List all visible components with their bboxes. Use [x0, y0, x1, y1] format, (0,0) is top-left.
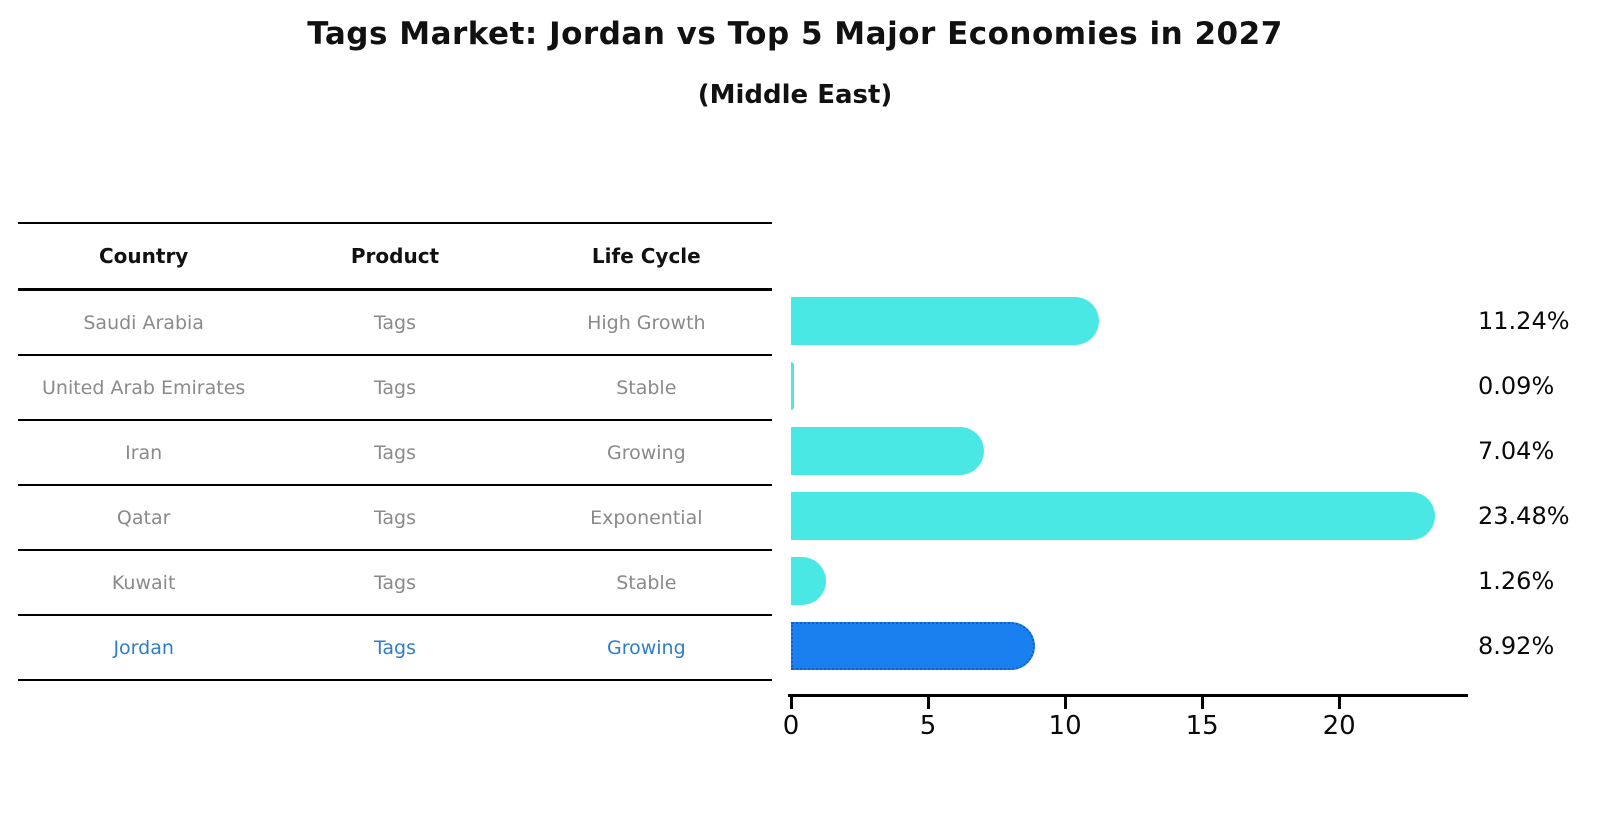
table-row: Kuwait Tags Stable [18, 551, 772, 616]
cell-product: Tags [373, 571, 417, 594]
value-label-qatar: 23.48% [1478, 501, 1570, 530]
cell-product: Tags [373, 636, 417, 659]
cell-country: Kuwait [111, 571, 176, 594]
x-tick-label-5: 5 [919, 711, 937, 741]
x-tick-mark-20 [1337, 697, 1341, 709]
cell-product: Tags [373, 441, 417, 464]
table-row: Iran Tags Growing [18, 421, 772, 486]
cell-country: Qatar [116, 506, 171, 529]
cell-life-cycle: Growing [606, 636, 686, 659]
x-tick-mark-10 [1063, 697, 1067, 709]
value-label-saudi-arabia: 11.24% [1478, 306, 1570, 335]
value-label-united-arab-emirates: 0.09% [1478, 371, 1555, 400]
x-axis-line [788, 694, 1468, 697]
column-header-life-cycle: Life Cycle [591, 244, 701, 268]
bar-kuwait [791, 556, 826, 605]
table-row: Qatar Tags Exponential [18, 486, 772, 551]
value-label-jordan: 8.92% [1478, 631, 1555, 660]
bar-iran [791, 426, 984, 475]
value-label-iran: 7.04% [1478, 436, 1555, 465]
cell-product: Tags [373, 376, 417, 399]
comparison-table: Country Product Life Cycle Saudi Arabia … [18, 222, 772, 681]
x-tick-label-15: 15 [1185, 711, 1219, 741]
cell-product: Tags [373, 311, 417, 334]
chart-subtitle: (Middle East) [697, 80, 893, 110]
x-tick-label-20: 20 [1322, 711, 1356, 741]
cell-life-cycle: Growing [606, 441, 686, 464]
table-header-row: Country Product Life Cycle [18, 224, 772, 291]
x-tick-label-0: 0 [782, 711, 800, 741]
table-row: Saudi Arabia Tags High Growth [18, 291, 772, 356]
cell-life-cycle: Exponential [590, 506, 703, 529]
value-label-kuwait: 1.26% [1478, 566, 1555, 595]
column-header-product: Product [350, 244, 440, 268]
cell-country: United Arab Emirates [42, 376, 246, 399]
bar-qatar [791, 491, 1435, 540]
cell-life-cycle: High Growth [587, 311, 706, 334]
x-tick-mark-15 [1200, 697, 1204, 709]
cell-life-cycle: Stable [616, 571, 677, 594]
cell-country: Jordan [113, 636, 174, 659]
bar-jordan [791, 621, 1036, 670]
cell-country: Iran [125, 441, 163, 464]
column-header-country: Country [98, 244, 189, 268]
x-tick-mark-5 [926, 697, 930, 709]
bar-saudi-arabia [791, 296, 1100, 345]
cell-product: Tags [373, 506, 417, 529]
cell-country: Saudi Arabia [83, 311, 204, 334]
chart-title: Tags Market: Jordan vs Top 5 Major Econo… [307, 16, 1283, 52]
x-tick-mark-0 [789, 697, 793, 709]
table-row: Jordan Tags Growing [18, 616, 772, 681]
bar-united-arab-emirates [791, 361, 794, 410]
cell-life-cycle: Stable [616, 376, 677, 399]
x-tick-label-10: 10 [1048, 711, 1082, 741]
table-row: United Arab Emirates Tags Stable [18, 356, 772, 421]
